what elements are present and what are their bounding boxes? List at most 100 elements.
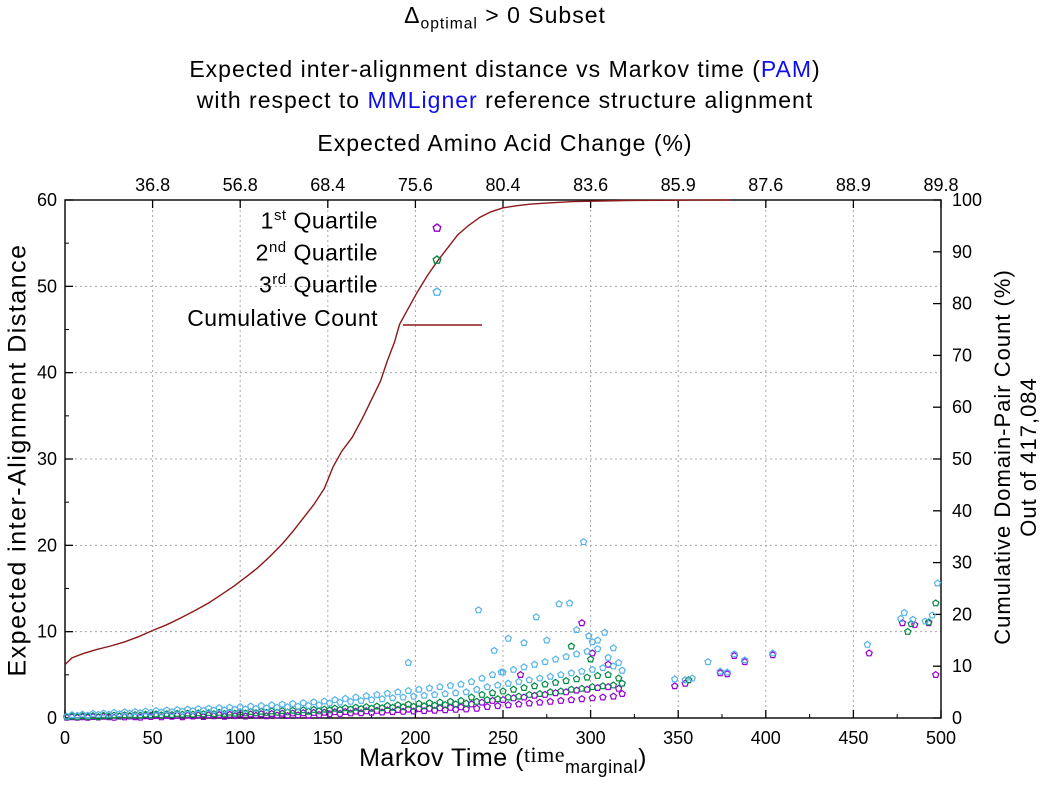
scatter-point-q3: [373, 690, 381, 698]
scatter-point-q2: [530, 682, 539, 690]
scatter-point-q2: [415, 699, 423, 707]
scatter-point-q3: [928, 611, 937, 619]
scatter-point-q2: [299, 706, 307, 714]
scatter-point-q3: [863, 640, 872, 648]
scatter-point-q1: [910, 620, 919, 628]
scatter-point-q3: [520, 663, 528, 671]
scatter-point-q3: [514, 677, 523, 685]
bottom-axis-label: Markov Time (timemarginal): [359, 742, 647, 777]
scatter-point-q3: [352, 693, 360, 701]
x2-tick-label: 36.8: [135, 175, 170, 195]
scatter-point-q3: [900, 608, 909, 616]
y-tick-label: 10: [37, 622, 57, 642]
scatter-point-q2: [331, 704, 339, 712]
scatter-point-q2: [614, 674, 623, 682]
y2-tick-label: 70: [952, 345, 972, 365]
y2-tick-label: 20: [952, 604, 972, 624]
scatter-point-q3: [933, 579, 942, 587]
legend-q1-ordinal: st: [273, 207, 287, 224]
scatter-point-q3: [504, 634, 513, 642]
scatter-point-q2: [309, 705, 318, 713]
legend-cumulative-text: Cumulative Count: [187, 305, 378, 331]
scatter-point-q3: [457, 680, 465, 688]
scatter-point-q2: [462, 699, 471, 707]
scatter-point-q3: [546, 672, 555, 680]
y-tick-label: 20: [37, 535, 57, 555]
grid-layer: [65, 200, 941, 718]
legend-item-cumulative: Cumulative Count: [187, 305, 378, 332]
scatter-point-q3: [430, 690, 439, 698]
scatter-point-q2: [931, 599, 940, 607]
scatter-point-q1: [604, 660, 612, 668]
scatter-point-q1: [670, 682, 679, 690]
scatter-point-q1: [525, 699, 533, 707]
scatter-point-q3: [740, 656, 749, 664]
legend-q2-ordinal: nd: [268, 239, 287, 256]
scatter-point-q1: [618, 689, 626, 697]
scatter-point-q3: [267, 701, 276, 709]
scatter-point-q3: [462, 688, 471, 696]
scatter-point-q3: [225, 703, 234, 711]
x2-tick-label: 89.8: [923, 175, 958, 195]
xlabel-time-word: time: [523, 742, 566, 767]
scatter-point-q3: [247, 702, 255, 710]
scatter-point-q3: [671, 675, 679, 683]
scatter-point-q3: [572, 625, 581, 634]
scatter-point-q3: [236, 702, 244, 711]
scatter-point-q1: [546, 697, 554, 705]
scatter-point-q3: [399, 693, 407, 701]
y2-tick-label: 30: [952, 553, 972, 573]
scatter-point-q3: [452, 689, 460, 697]
subset-title: Δoptimal > 0 Subset: [0, 2, 1010, 34]
x-tick-label: 400: [751, 728, 781, 748]
scatter-point-q3: [490, 646, 499, 654]
scatter-point-q1: [473, 704, 481, 712]
y2-tick-label: 0: [952, 708, 962, 728]
xlabel-subscript: marginal: [565, 757, 639, 777]
x-tick-label: 200: [400, 728, 430, 748]
scatter-point-q2: [467, 693, 476, 701]
scatter-point-q3: [730, 650, 739, 658]
scatter-point-q3: [331, 695, 339, 704]
scatter-point-q2: [452, 700, 460, 708]
scatter-point-q2: [583, 673, 591, 681]
scatter-point-q3: [404, 658, 413, 666]
scatter-point-q3: [618, 666, 626, 674]
scatter-point-q2: [341, 704, 350, 712]
x2-tick-label: 75.6: [398, 175, 433, 195]
scatter-point-q3: [467, 677, 476, 685]
scatter-point-q2: [493, 695, 502, 703]
scatter-point-q3: [897, 614, 905, 622]
scatter-point-q1: [535, 698, 544, 706]
y2-tick-label: 10: [952, 656, 972, 676]
scatter-point-q2: [478, 690, 486, 698]
scatter-point-q2: [562, 676, 570, 685]
scatter-point-q3: [593, 636, 602, 644]
scatter-point-q3: [336, 698, 344, 706]
x-tick-label: 250: [488, 728, 518, 748]
scatter-point-q2: [383, 701, 392, 709]
scatter-point-q3: [415, 685, 423, 693]
scatter-point-q3: [583, 647, 591, 655]
scatter-point-q1: [578, 619, 586, 627]
scatter-point-q3: [341, 694, 350, 702]
scatter-point-q3: [378, 695, 386, 703]
scatter-point-q3: [572, 650, 581, 658]
scatter-point-q3: [152, 706, 160, 714]
scatter-point-q3: [110, 708, 118, 716]
scatter-point-q3: [609, 644, 618, 652]
scatter-point-q3: [162, 706, 171, 714]
scatter-point-q2: [457, 696, 465, 704]
scatter-point-q3: [78, 710, 87, 718]
legend-q3-text: Quartile: [286, 271, 378, 298]
scatter-point-q1: [516, 670, 525, 678]
x-tick-label: 150: [313, 728, 343, 748]
scatter-point-q1: [614, 684, 623, 692]
scatter-point-q2: [551, 678, 560, 686]
scatter-point-q2: [483, 695, 492, 704]
scatter-point-q1: [609, 692, 618, 700]
scatter-point-q3: [520, 638, 528, 647]
